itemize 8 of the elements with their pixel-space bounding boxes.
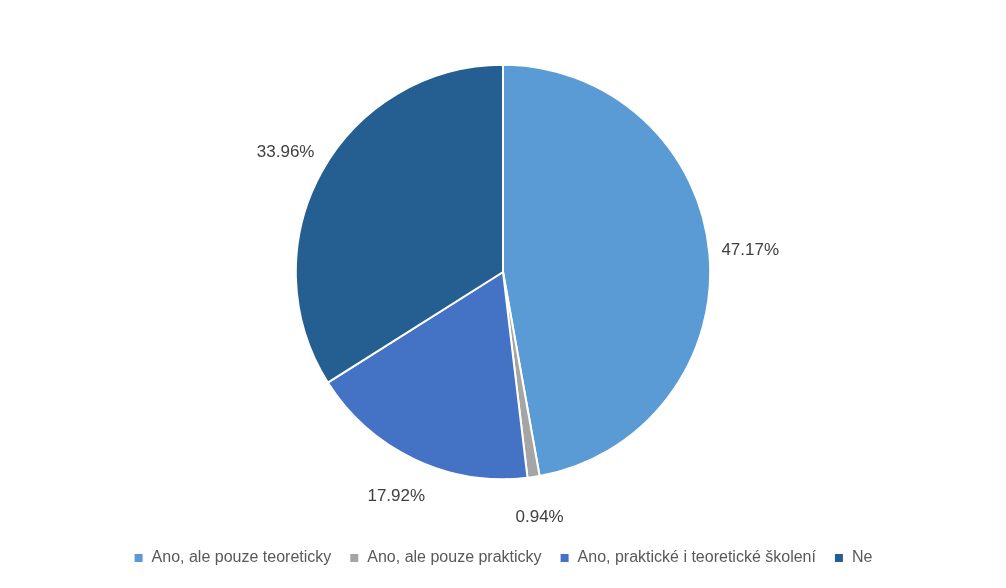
data-label: 33.96%: [256, 141, 315, 161]
legend-label: Ano, praktické i teoretické školení: [577, 548, 817, 566]
data-label: 17.92%: [367, 485, 426, 505]
legend-label: Ano, ale pouze prakticky: [367, 548, 542, 566]
legend-label: Ne: [851, 548, 873, 566]
legend-label: Ano, ale pouze teoreticky: [151, 548, 332, 566]
data-label: 0.94%: [515, 507, 564, 527]
data-label: 47.17%: [721, 239, 780, 259]
